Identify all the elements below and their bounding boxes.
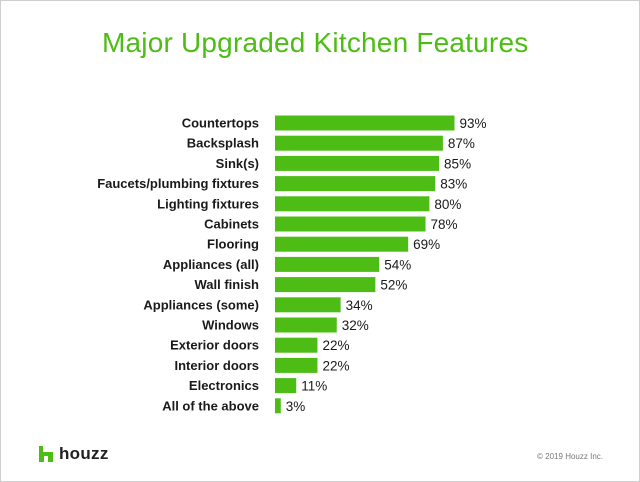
category-label-electronics: Electronics [189, 378, 259, 393]
bar-windows [275, 317, 337, 333]
category-label-interior-doors: Interior doors [174, 358, 259, 373]
value-label-lighting-fixtures: 80% [434, 197, 461, 212]
chart-title: Major Upgraded Kitchen Features [102, 27, 529, 58]
value-label-countertops: 93% [459, 116, 486, 131]
value-label-wall-finish: 52% [380, 278, 407, 293]
bars-group [275, 115, 455, 414]
value-label-backsplash: 87% [448, 136, 475, 151]
category-label-all-of-the-above: All of the above [162, 398, 259, 413]
bar-electronics [275, 378, 297, 394]
bar-sink-s [275, 155, 440, 171]
value-label-all-of-the-above: 3% [286, 399, 306, 414]
bar-all-of-the-above [275, 398, 281, 414]
value-label-faucets-plumbing-fixtures: 83% [440, 177, 467, 192]
value-label-electronics: 11% [301, 379, 327, 394]
value-label-interior-doors: 22% [322, 358, 349, 373]
bar-faucets-plumbing-fixtures [275, 176, 436, 192]
category-label-faucets-plumbing-fixtures: Faucets/plumbing fixtures [97, 176, 259, 191]
bar-exterior-doors [275, 337, 318, 353]
bar-appliances-some [275, 297, 341, 313]
category-label-appliances-some: Appliances (some) [143, 297, 259, 312]
bar-countertops [275, 115, 455, 131]
bar-lighting-fixtures [275, 196, 430, 212]
category-label-cabinets: Cabinets [204, 217, 259, 232]
houzz-logo: houzz [39, 444, 109, 464]
value-label-appliances-all: 54% [384, 257, 411, 272]
bar-flooring [275, 236, 409, 252]
category-label-backsplash: Backsplash [187, 136, 259, 151]
value-label-windows: 32% [342, 318, 369, 333]
category-label-windows: Windows [202, 318, 259, 333]
category-label-wall-finish: Wall finish [194, 277, 259, 292]
value-labels-group: 93% 87% 85% 83% 80% 78% 69%54% 52% 34% 32% 22% 22% 1… [286, 116, 487, 414]
category-label-lighting-fixtures: Lighting fixtures [157, 196, 259, 211]
category-label-sink-s: Sink(s) [216, 156, 259, 171]
value-label-appliances-some: 34% [346, 298, 373, 313]
value-label-flooring: 69% [413, 237, 440, 252]
bar-cabinets [275, 216, 426, 232]
bar-backsplash [275, 135, 443, 151]
copyright-text: © 2019 Houzz Inc. [537, 452, 603, 461]
logo-text: houzz [59, 444, 109, 463]
value-label-cabinets: 78% [431, 217, 458, 232]
houzz-logo-icon [39, 446, 53, 462]
bar-appliances-all [275, 256, 380, 272]
value-label-exterior-doors: 22% [322, 338, 349, 353]
bar-wall-finish [275, 277, 376, 293]
category-label-countertops: Countertops [182, 116, 259, 131]
category-label-flooring: Flooring [207, 237, 259, 252]
value-label-sink-s: 85% [444, 156, 471, 171]
bar-interior-doors [275, 357, 318, 373]
category-labels-group: Countertops Backsplash Sink(s) Faucets/plum… [97, 116, 259, 414]
category-label-appliances-all: Appliances (all) [163, 257, 259, 272]
category-label-exterior-doors: Exterior doors [170, 338, 259, 353]
